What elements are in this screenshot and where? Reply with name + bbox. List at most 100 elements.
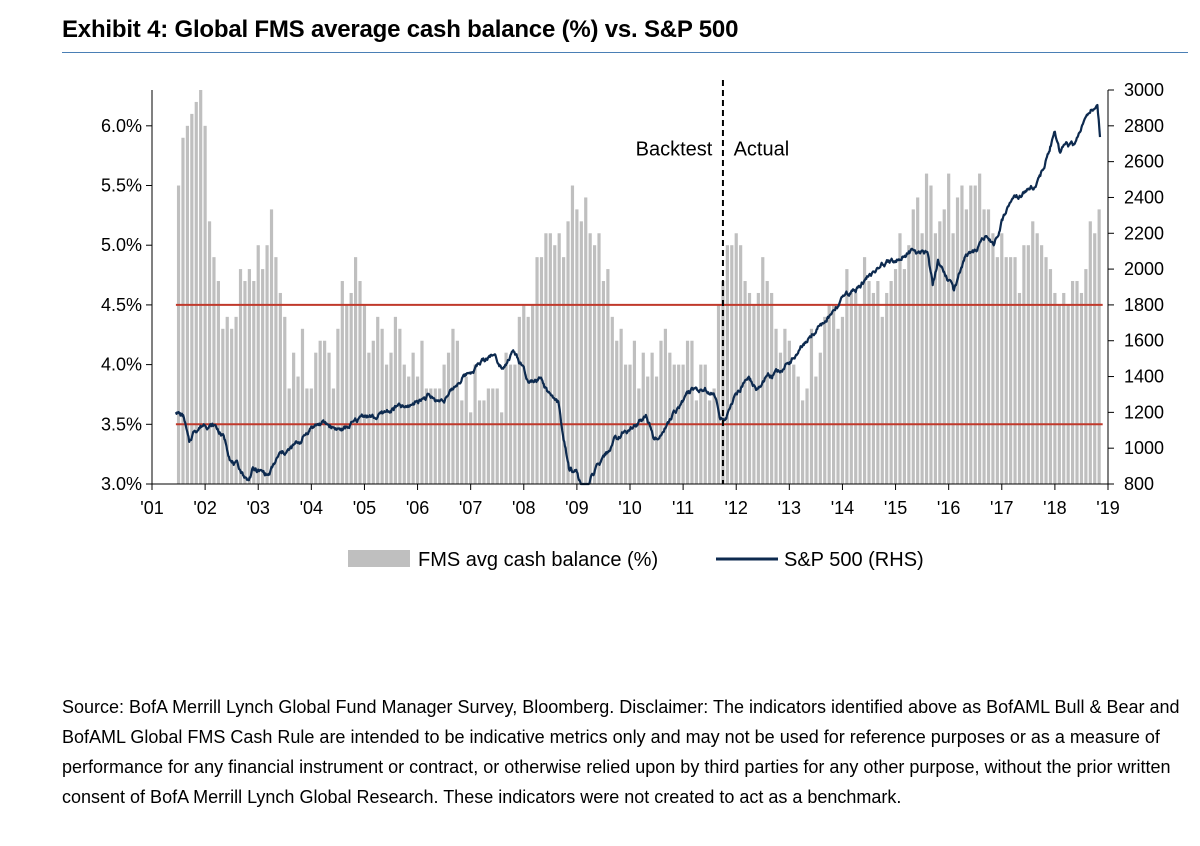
- bar: [584, 197, 588, 484]
- bar: [566, 221, 570, 484]
- x-tick-label: '13: [778, 498, 801, 518]
- bar: [579, 221, 583, 484]
- bar: [978, 173, 982, 484]
- bar: [827, 304, 831, 484]
- bar: [256, 245, 260, 484]
- x-tick-label: '10: [618, 498, 641, 518]
- bar: [606, 269, 610, 484]
- bar: [663, 328, 667, 484]
- bar: [730, 245, 734, 484]
- bar: [305, 388, 309, 484]
- bar: [849, 292, 853, 484]
- bar: [938, 221, 942, 484]
- bar: [778, 352, 783, 484]
- bar: [796, 376, 800, 484]
- bar: [225, 316, 229, 484]
- bar: [309, 388, 313, 484]
- bar: [889, 281, 893, 484]
- bar: [747, 292, 752, 484]
- bar: [517, 316, 521, 484]
- bar: [982, 209, 986, 484]
- legend-label-line: S&P 500 (RHS): [784, 549, 924, 571]
- bar: [650, 352, 654, 484]
- bar: [252, 281, 256, 484]
- annotation-actual: Actual: [734, 139, 790, 161]
- bar: [314, 352, 318, 484]
- bar: [924, 173, 929, 484]
- bar: [1017, 292, 1022, 484]
- bar: [557, 233, 561, 484]
- x-tick-label: '16: [937, 498, 960, 518]
- bars-layer: [176, 90, 1101, 484]
- bar: [331, 388, 336, 484]
- bar: [1053, 292, 1057, 484]
- bar: [181, 137, 185, 484]
- bar: [283, 316, 287, 484]
- y-left-tick-label: 6.0%: [101, 116, 142, 136]
- bar: [986, 209, 991, 484]
- bar: [916, 197, 920, 484]
- axes-layer: 3.0% 3.5% 4.0% 4.5% 5.0% 5.5% 6.0% 800 1000 1200 1…: [101, 80, 1164, 518]
- bar: [535, 257, 539, 484]
- legend-swatch-bars: [348, 550, 410, 567]
- bar: [438, 388, 442, 484]
- bar: [752, 304, 756, 484]
- bar: [393, 316, 398, 484]
- bar: [491, 388, 495, 484]
- bar: [1066, 304, 1070, 484]
- bar: [1057, 304, 1061, 484]
- bar: [362, 304, 367, 484]
- bar: [597, 233, 601, 484]
- bar: [632, 340, 637, 484]
- bar: [376, 316, 380, 484]
- bar: [367, 352, 371, 484]
- bar: [805, 388, 809, 484]
- bar: [349, 292, 353, 484]
- bar: [575, 209, 579, 484]
- bar: [1088, 221, 1092, 484]
- bar: [964, 209, 968, 484]
- bar: [429, 388, 433, 484]
- bar: [243, 281, 247, 484]
- bar: [659, 340, 663, 484]
- bar: [380, 328, 384, 484]
- bar: [654, 376, 659, 484]
- bar: [787, 340, 791, 484]
- bar: [601, 281, 606, 484]
- chart: 3.0% 3.5% 4.0% 4.5% 5.0% 5.5% 6.0% 800 1000 1200 1…: [101, 80, 1164, 571]
- bar: [327, 352, 331, 484]
- bar: [292, 352, 296, 484]
- bar: [801, 400, 805, 484]
- bar: [358, 281, 362, 484]
- bar: [774, 328, 778, 484]
- bar: [477, 400, 482, 484]
- bar: [345, 304, 349, 484]
- bar: [593, 245, 597, 484]
- x-tick-label: '01: [140, 498, 163, 518]
- y-right-tick-label: 2800: [1124, 116, 1164, 136]
- bar: [716, 304, 721, 484]
- bar: [871, 292, 876, 484]
- bar: [770, 292, 774, 484]
- bar: [880, 316, 884, 484]
- bar: [562, 257, 566, 484]
- bar: [712, 388, 716, 484]
- x-tick-label: '03: [246, 498, 269, 518]
- bar: [836, 328, 840, 484]
- bar: [504, 352, 508, 484]
- y-right-tick-label: 2400: [1124, 187, 1164, 207]
- bar: [261, 269, 265, 484]
- y-right-tick-label: 1600: [1124, 331, 1164, 351]
- bar: [544, 233, 548, 484]
- bar: [832, 304, 836, 484]
- bar: [354, 257, 358, 484]
- bar: [734, 233, 738, 484]
- bar: [685, 340, 690, 484]
- bar: [318, 340, 322, 484]
- bar: [446, 352, 451, 484]
- y-right-tick-label: 1000: [1124, 438, 1164, 458]
- bar: [960, 185, 964, 484]
- bar: [407, 376, 411, 484]
- line-layer: [174, 103, 1102, 486]
- bar: [199, 90, 203, 484]
